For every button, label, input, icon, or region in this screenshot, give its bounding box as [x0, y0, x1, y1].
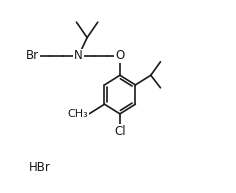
Text: Br: Br: [25, 49, 39, 63]
Text: CH₃: CH₃: [67, 109, 88, 119]
Text: N: N: [74, 49, 83, 63]
Text: Cl: Cl: [114, 125, 126, 138]
Text: O: O: [115, 49, 125, 63]
Text: HBr: HBr: [29, 161, 51, 174]
